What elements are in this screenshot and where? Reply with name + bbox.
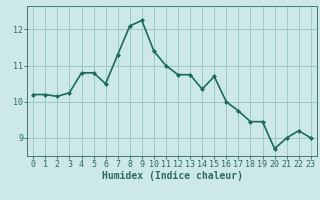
X-axis label: Humidex (Indice chaleur): Humidex (Indice chaleur) xyxy=(101,171,243,181)
